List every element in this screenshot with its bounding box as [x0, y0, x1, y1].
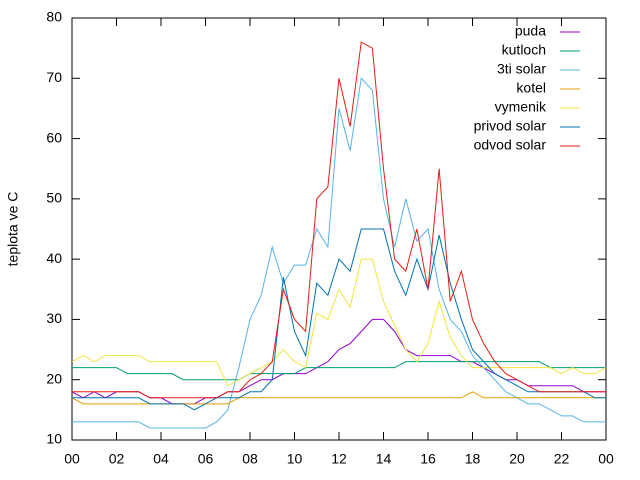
legend-label: privod solar — [474, 118, 547, 134]
y-tick-label: 10 — [46, 431, 62, 447]
series-line — [72, 361, 606, 381]
legend-label: 3ti solar — [497, 61, 546, 77]
y-tick-label: 30 — [46, 310, 62, 326]
legend-label: kutloch — [502, 42, 546, 58]
series-line — [72, 41, 606, 399]
series-line — [71, 258, 607, 387]
x-tick-label: 20 — [509, 451, 525, 467]
y-tick-label: 40 — [46, 250, 62, 266]
x-tick-label: 22 — [554, 451, 570, 467]
x-tick-label: 10 — [287, 451, 303, 467]
x-tick-label: 16 — [420, 451, 436, 467]
x-tick-label: 12 — [331, 451, 347, 467]
y-tick-label: 80 — [46, 9, 62, 25]
legend-label: odvod solar — [474, 137, 547, 153]
x-tick-label: 00 — [64, 451, 80, 467]
series-line — [72, 228, 606, 411]
y-tick-label: 60 — [46, 129, 62, 145]
legend-label: puda — [515, 23, 546, 39]
y-tick-label: 20 — [46, 370, 62, 386]
x-tick-label: 18 — [465, 451, 481, 467]
legend-label: vymenik — [495, 99, 547, 115]
y-axis-label: teplota ve C — [5, 192, 21, 267]
legend-label: kotel — [516, 80, 546, 96]
x-tick-label: 02 — [109, 451, 125, 467]
x-tick-label: 00 — [598, 451, 614, 467]
x-tick-label: 06 — [198, 451, 214, 467]
x-tick-label: 14 — [376, 451, 392, 467]
x-tick-label: 08 — [242, 451, 258, 467]
y-tick-label: 50 — [46, 190, 62, 206]
y-tick-label: 70 — [46, 69, 62, 85]
x-tick-label: 04 — [153, 451, 169, 467]
